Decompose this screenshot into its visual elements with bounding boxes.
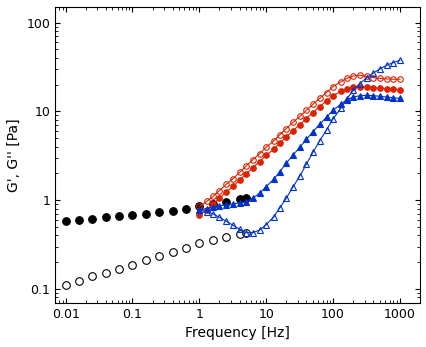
Y-axis label: G', G'' [Pa]: G', G'' [Pa]	[7, 118, 21, 192]
X-axis label: Frequency [Hz]: Frequency [Hz]	[185, 326, 289, 340]
